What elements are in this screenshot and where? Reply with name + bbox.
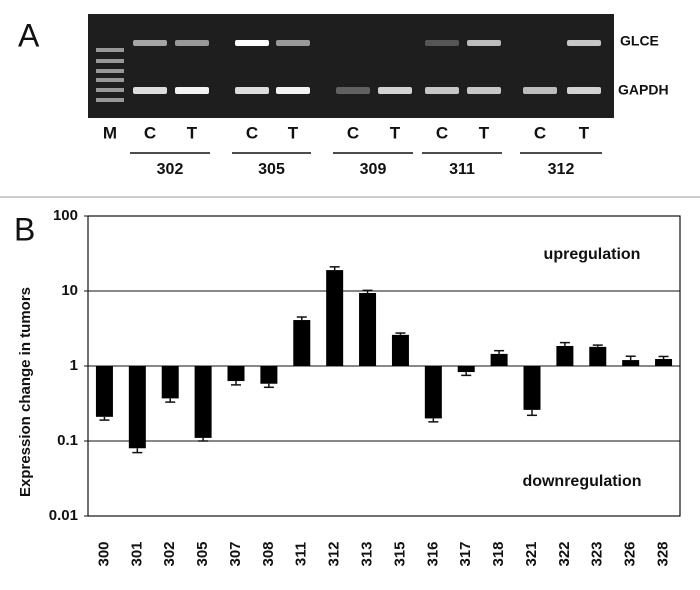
annotation: upregulation [544,246,641,263]
lane-label: T [187,123,198,142]
bar [128,366,146,449]
bar [260,366,278,384]
x-tick-label: 305 [194,541,211,566]
x-tick-label: 307 [227,541,244,566]
glce-band [276,40,310,46]
gapdh-band [467,87,501,94]
annotation: downregulation [522,473,641,490]
x-tick-label: 301 [128,541,145,566]
bar [391,334,409,366]
x-tick-label: 316 [424,541,441,566]
x-tick-label: 302 [161,541,178,566]
band-label: GAPDH [618,82,669,98]
ladder-band [96,98,124,102]
y-tick-label: 0.01 [49,507,78,524]
group-label: 309 [360,161,387,178]
group-label: 312 [548,161,575,178]
x-tick-label: 312 [326,541,343,566]
glce-band [133,40,167,46]
bar [424,366,442,419]
x-tick-label: 311 [293,542,310,566]
y-axis-label: Expression change in tumors [17,287,34,497]
gapdh-band [567,87,601,94]
x-tick-label: 321 [523,541,540,566]
bar [161,366,179,399]
x-tick-label: 323 [589,541,606,566]
gapdh-band [235,87,269,94]
gapdh-band [378,87,412,94]
gapdh-band [276,87,310,94]
x-tick-label: 315 [391,541,408,566]
lane-label: C [144,123,156,142]
gel [88,14,614,118]
lane-label: C [347,123,359,142]
glce-band [467,40,501,46]
gapdh-band [523,87,557,94]
gapdh-band [175,87,209,94]
gapdh-band [336,87,370,94]
lane-label: C [436,123,448,142]
glce-band [175,40,209,46]
band-label: GLCE [620,33,659,49]
ladder-band [96,78,124,82]
bar [326,270,344,366]
bar [227,366,245,382]
glce-band [425,40,459,46]
bar [194,366,212,438]
lane-label: T [390,123,401,142]
lane-label: T [579,123,590,142]
lane-label: M [103,123,117,142]
bar [359,293,377,366]
glce-band [567,40,601,46]
y-tick-label: 1 [70,357,78,374]
y-tick-label: 0.1 [57,432,78,449]
group-label: 305 [258,161,285,178]
bar [556,345,574,366]
y-tick-label: 100 [53,207,78,224]
gapdh-band [133,87,167,94]
lane-label: C [534,123,546,142]
glce-band [235,40,269,46]
lane-label: C [246,123,258,142]
x-tick-label: 328 [655,541,672,566]
panel-letter: A [18,17,40,53]
bar [457,366,475,373]
gel-bands [96,40,601,102]
group-label: 311 [449,161,475,178]
ladder-band [96,59,124,63]
x-tick-label: 322 [556,541,573,566]
bar [523,366,541,410]
ladder-band [96,69,124,73]
x-tick-label: 308 [260,541,277,566]
bar [589,346,607,366]
bar [655,358,673,366]
group-label: 302 [157,161,184,178]
x-tick-label: 326 [622,541,639,566]
ladder-band [96,48,124,52]
bar [95,366,113,417]
panel-letter: B [14,211,35,247]
bar [490,353,508,366]
y-tick-label: 10 [61,282,78,299]
bar [293,320,311,366]
gapdh-band [425,87,459,94]
lane-label: T [479,123,490,142]
lane-label: T [288,123,299,142]
x-tick-label: 318 [490,541,507,566]
x-tick-label: 313 [359,541,376,566]
ladder-band [96,88,124,92]
bar [622,360,640,366]
x-tick-label: 317 [457,541,474,566]
x-tick-label: 300 [95,541,112,566]
